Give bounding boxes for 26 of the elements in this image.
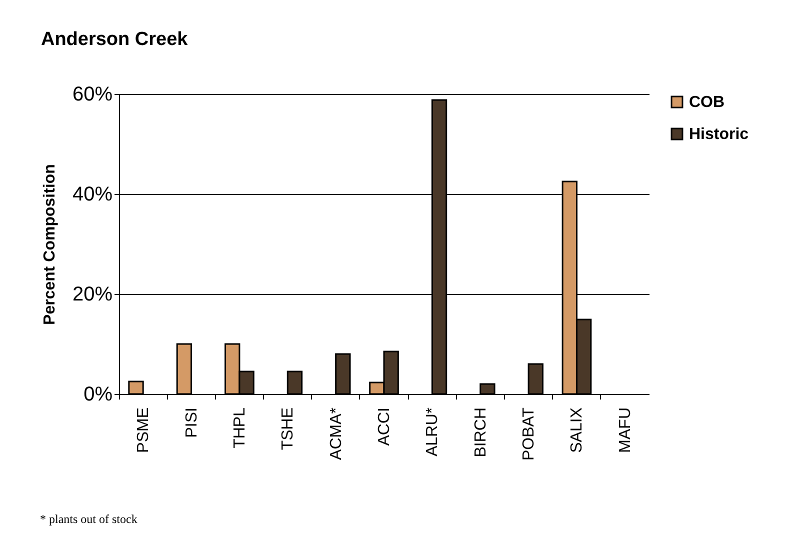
y-tick-label: 0% bbox=[84, 384, 113, 406]
x-tick-label: POBAT bbox=[520, 407, 538, 461]
x-tick-label: MAFU bbox=[616, 408, 634, 453]
bar bbox=[128, 380, 144, 395]
y-tick-label: 20% bbox=[72, 284, 113, 306]
x-tick-label: SALIX bbox=[568, 407, 586, 453]
y-tick-label: 60% bbox=[72, 84, 113, 106]
bar bbox=[480, 383, 496, 395]
x-tick-label: PSME bbox=[135, 408, 152, 453]
x-tick-label: ALRU* bbox=[424, 408, 442, 456]
text: * plants out of stock bbox=[40, 512, 138, 527]
chart-title: Anderson Creek bbox=[40, 29, 188, 50]
bar bbox=[286, 370, 303, 395]
y-tick-label: 40% bbox=[72, 184, 113, 206]
bar bbox=[176, 343, 192, 395]
x-tick-label: ACCI bbox=[376, 408, 393, 446]
x-tick-label: BIRCH bbox=[472, 408, 490, 458]
x-tick-label: ACMA* bbox=[328, 408, 345, 460]
x-tick-label: THPL bbox=[231, 407, 248, 448]
legend-label: COB bbox=[689, 94, 725, 111]
legend-label: Historic bbox=[689, 126, 749, 143]
y-axis-title: Percent Composition bbox=[41, 164, 58, 325]
bar bbox=[528, 363, 544, 395]
bar bbox=[335, 353, 351, 395]
x-tick-label: TSHE bbox=[280, 408, 297, 450]
x-tick-label: PISI bbox=[183, 408, 200, 438]
